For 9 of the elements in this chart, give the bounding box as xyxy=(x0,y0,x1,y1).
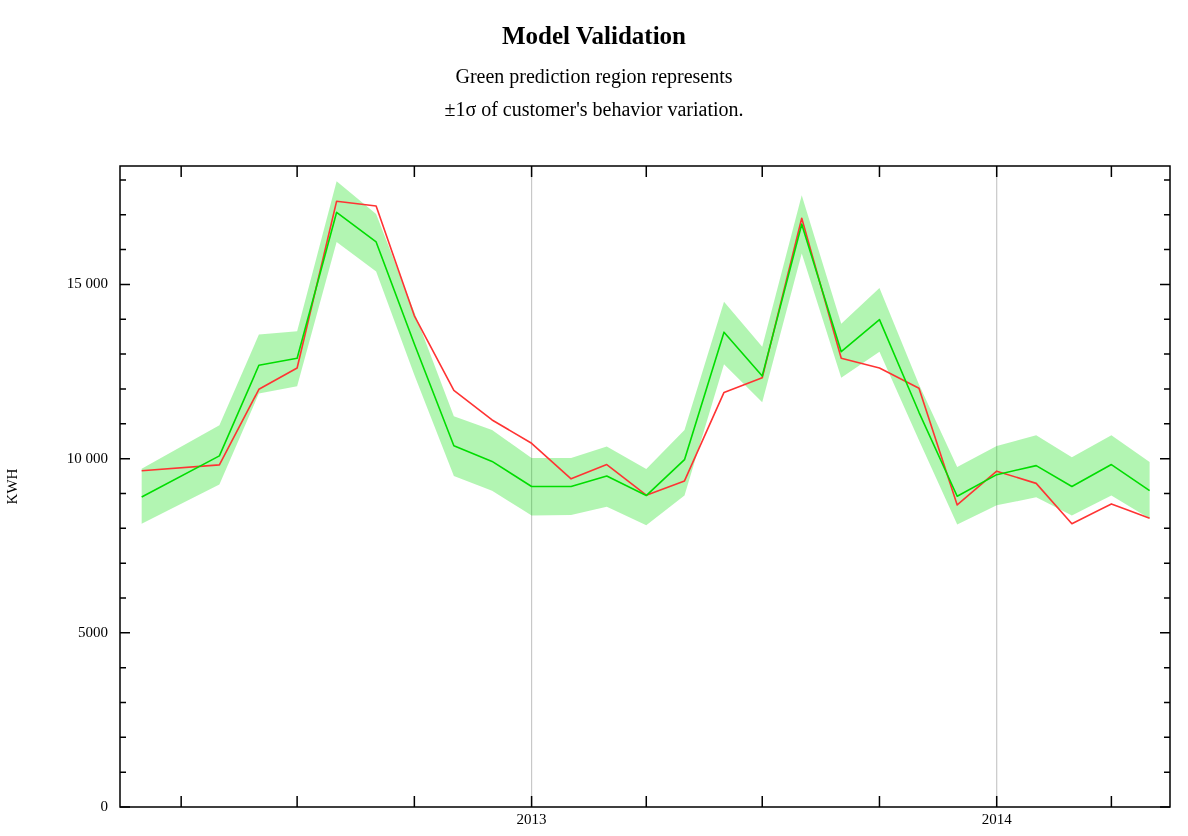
y-tick-label: 10 000 xyxy=(66,449,108,466)
x-tick-label: 2014 xyxy=(981,810,1013,827)
y-tick-label: 5000 xyxy=(78,623,108,640)
x-tick-label: 2013 xyxy=(516,810,547,827)
y-axis-title: KWH xyxy=(3,468,20,505)
y-tick-label: 0 xyxy=(100,797,108,814)
y-tick-label: 15 000 xyxy=(66,275,108,292)
chart-title: Model Validation xyxy=(500,22,688,50)
chart-subtitle: Green prediction region represents ±1σ of customer's behavior variation. xyxy=(443,64,745,122)
